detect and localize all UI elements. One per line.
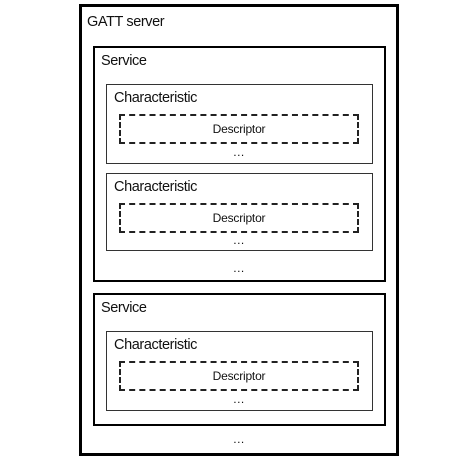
descriptor-more-2: ...: [233, 233, 245, 247]
service-label-1: Service: [101, 53, 147, 69]
service-more: ...: [233, 432, 245, 446]
descriptor-label-2: Descriptor: [212, 211, 266, 225]
descriptor-box-2: Descriptor: [119, 203, 359, 233]
characteristic-more-1: ...: [233, 261, 245, 275]
descriptor-label-1: Descriptor: [212, 122, 266, 136]
descriptor-box-1: Descriptor: [119, 114, 359, 144]
descriptor-more-3: ...: [233, 392, 245, 406]
service-label-2: Service: [101, 300, 147, 316]
descriptor-label-3: Descriptor: [212, 369, 266, 383]
descriptor-more-1: ...: [233, 145, 245, 159]
descriptor-box-3: Descriptor: [119, 361, 359, 391]
gatt-server-label: GATT server: [87, 14, 165, 30]
characteristic-label-2: Characteristic: [114, 179, 198, 195]
characteristic-label-1: Characteristic: [114, 90, 198, 106]
characteristic-label-3: Characteristic: [114, 337, 198, 353]
